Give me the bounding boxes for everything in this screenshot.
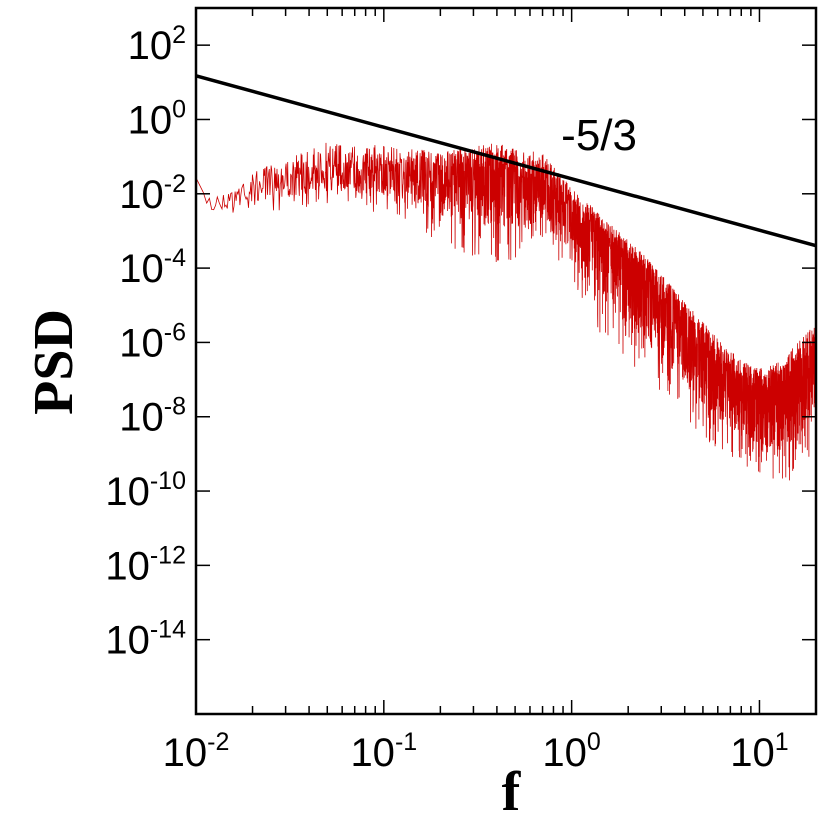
tick-base: 10 <box>105 544 150 588</box>
x-tick-label: 101 <box>730 728 788 775</box>
tick-base: 10 <box>119 247 164 291</box>
tick-base: 10 <box>119 396 164 440</box>
x-axis-ticks <box>195 8 817 714</box>
y-tick-label: 10-12 <box>105 541 186 588</box>
y-axis-title: PSD <box>23 309 85 415</box>
tick-exponent: -2 <box>164 170 186 198</box>
tick-exponent: 0 <box>172 95 186 123</box>
tick-base: 10 <box>730 731 775 775</box>
tick-base: 10 <box>119 173 164 217</box>
tick-exponent: -8 <box>164 393 186 421</box>
tick-base: 10 <box>119 321 164 365</box>
y-tick-label: 10-14 <box>105 616 186 663</box>
tick-exponent: 0 <box>587 728 601 756</box>
y-tick-label: 10-2 <box>119 170 186 217</box>
tick-base: 10 <box>163 731 208 775</box>
y-tick-label: 100 <box>128 95 186 142</box>
tick-base: 10 <box>128 98 173 142</box>
tick-base: 10 <box>542 731 587 775</box>
y-tick-label: 10-4 <box>119 244 186 291</box>
tick-exponent: -1 <box>395 728 417 756</box>
x-tick-label: 10-2 <box>163 728 230 775</box>
psd-spectrum-series <box>195 142 817 481</box>
x-axis-title: f <box>502 761 522 823</box>
tick-base: 10 <box>105 470 150 514</box>
y-tick-label: 102 <box>128 21 186 68</box>
tick-exponent: 2 <box>172 21 186 49</box>
y-tick-label: 10-10 <box>105 467 186 514</box>
tick-base: 10 <box>105 619 150 663</box>
tick-exponent: 1 <box>775 728 789 756</box>
tick-exponent: -2 <box>207 728 229 756</box>
x-tick-label: 10-1 <box>350 728 417 775</box>
tick-base: 10 <box>128 24 173 68</box>
y-tick-label: 10-8 <box>119 393 186 440</box>
slope-reference-segment <box>195 74 817 248</box>
tick-exponent: -6 <box>164 318 186 346</box>
psd-spectrum-line <box>195 142 817 481</box>
tick-base: 10 <box>350 731 395 775</box>
tick-exponent: -12 <box>150 541 186 569</box>
tick-exponent: -14 <box>150 616 186 644</box>
x-tick-label: 100 <box>542 728 600 775</box>
tick-exponent: -4 <box>164 244 186 272</box>
y-tick-label: 10-6 <box>119 318 186 365</box>
y-axis-ticks <box>196 44 816 641</box>
tick-exponent: -10 <box>150 467 186 495</box>
x-axis-tick-labels: 10-2 10-1 100 101 <box>163 728 789 775</box>
slope-annotation: -5/3 <box>561 111 637 160</box>
plot-frame <box>194 6 818 716</box>
slope-reference-line <box>195 74 817 248</box>
